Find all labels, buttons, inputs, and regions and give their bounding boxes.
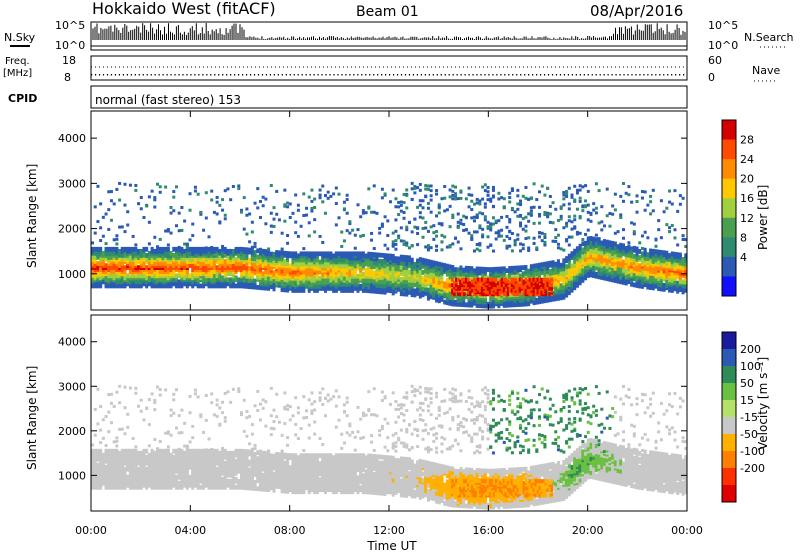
velocity-colorbar-swatch xyxy=(722,400,736,418)
station-title: Hokkaido West (fitACF) xyxy=(92,0,276,18)
power-colorbar-swatch xyxy=(722,217,736,238)
freq-dots xyxy=(91,74,685,76)
cpid-label: CPID xyxy=(8,92,37,105)
power-colorbar-swatch xyxy=(722,198,736,219)
power-ytick-label: 3000 xyxy=(58,177,86,190)
velocity-colorbar-tick: 15 xyxy=(740,394,754,407)
velocity-colorbar-tick: 50 xyxy=(740,377,754,390)
freq-frame xyxy=(90,55,688,81)
power-colorbar-swatch xyxy=(722,139,736,160)
power-ytick-label: 1000 xyxy=(58,268,86,281)
freq-label-1: Freq. xyxy=(5,56,30,67)
power-colorbar-tick: 24 xyxy=(740,153,754,166)
power-colorbar-frame xyxy=(721,119,737,297)
x-tick-label: 16:00 xyxy=(472,524,504,537)
nave-tick-top: 60 xyxy=(708,54,722,67)
velocity-ytick-label: 1000 xyxy=(58,469,86,482)
velocity-scatter xyxy=(91,384,688,510)
x-tick-label: 20:00 xyxy=(572,524,604,537)
x-tick-label: 08:00 xyxy=(274,524,306,537)
power-colorbar-swatch xyxy=(722,237,736,258)
x-tick-label: 12:00 xyxy=(373,524,405,537)
velocity-ylabel: Slant Range [km] xyxy=(25,366,39,470)
noise-lines xyxy=(90,23,688,47)
velocity-axis-ticks: 1000 2000 3000 4000 xyxy=(58,336,687,482)
power-colorbar-tick: 20 xyxy=(740,173,754,186)
beam-label: Beam 01 xyxy=(356,4,419,20)
date-label: 08/Apr/2016 xyxy=(590,2,683,20)
velocity-colorbar-tick: -200 xyxy=(740,462,765,475)
velocity-colorbar-swatch xyxy=(722,468,736,486)
power-colorbar-swatch xyxy=(722,159,736,180)
velocity-colorbar-tick: -50 xyxy=(740,428,758,441)
power-axis-ticks: 1000 2000 3000 4000 xyxy=(58,132,687,281)
power-ytick-label: 2000 xyxy=(58,223,86,236)
power-colorbar-tick: 28 xyxy=(740,134,754,147)
velocity-colorbar-tick: -100 xyxy=(740,445,765,458)
power-colorbar-swatch xyxy=(722,276,736,297)
nave-label: Nave xyxy=(752,64,780,77)
velocity-ytick-label: 3000 xyxy=(58,380,86,393)
freq-tick-bottom: 8 xyxy=(64,71,71,84)
velocity-panel: 1000 2000 3000 4000 Slant Range [km] xyxy=(25,314,688,512)
freq-tick-top: 18 xyxy=(62,54,76,67)
velocity-colorbar-swatch xyxy=(722,434,736,452)
power-colorbar-tick: 12 xyxy=(740,212,754,225)
velocity-colorbar-swatch xyxy=(722,485,736,503)
velocity-colorbar-swatch xyxy=(722,451,736,469)
nsearch-label: N.Search xyxy=(744,31,794,44)
noise-tick-top-right: 10^5 xyxy=(708,19,738,32)
velocity-colorbar-frame xyxy=(721,331,737,503)
velocity-ytick-label: 4000 xyxy=(58,336,86,349)
velocity-colorbar: 200 100 50 15 -15 -50 -100 -200 Velocity [m s⁻¹… xyxy=(721,331,770,503)
velocity-colorbar-swatch xyxy=(722,366,736,384)
freq-label-2: [MHz] xyxy=(3,68,32,79)
x-tick-label: 04:00 xyxy=(174,524,206,537)
power-colorbar-tick: 4 xyxy=(740,251,747,264)
x-tick-label: 00:00 xyxy=(671,524,703,537)
velocity-colorbar-swatch xyxy=(722,383,736,401)
velocity-colorbar-tick: 100 xyxy=(740,360,761,373)
power-colorbar-tick: 16 xyxy=(740,192,754,205)
freq-panel: Freq. [MHz] 18 8 60 0 Nave xyxy=(3,54,780,84)
velocity-colorbar-swatch xyxy=(722,417,736,435)
power-ylabel: Slant Range [km] xyxy=(25,164,39,268)
velocity-colorbar-swatch xyxy=(722,349,736,367)
velocity-colorbar-swatch xyxy=(722,332,736,350)
velocity-ytick-label: 2000 xyxy=(58,425,86,438)
power-colorbar-swatch xyxy=(722,120,736,141)
power-colorbar-label: Power [dB] xyxy=(756,185,770,250)
power-colorbar: 28 24 20 16 12 8 4 Power [dB] xyxy=(721,119,770,297)
x-axis-label: Time UT xyxy=(366,539,417,553)
velocity-colorbar-label: Velocity [m s⁻¹] xyxy=(756,357,770,450)
power-colorbar-tick: 8 xyxy=(740,231,747,244)
noise-tick-bottom-left: 10^0 xyxy=(55,39,85,52)
noise-tick-top-left: 10^5 xyxy=(55,19,85,32)
nsky-label: N.Sky xyxy=(4,31,36,44)
noise-tick-bottom-right: 10^0 xyxy=(708,39,738,52)
cpid-panel: CPID normal (fast stereo) 153 xyxy=(8,85,688,109)
cpid-text: normal (fast stereo) 153 xyxy=(95,93,241,107)
cpid-frame xyxy=(90,85,688,109)
x-tick-label: 00:00 xyxy=(75,524,107,537)
power-colorbar-swatch xyxy=(722,256,736,277)
power-panel: 1000 2000 3000 4000 Slant Range [km] xyxy=(25,110,688,311)
x-axis-ticks: 00:00 04:00 08:00 12:00 16:00 20:00 00:00 xyxy=(75,111,703,537)
nave-tick-bottom: 0 xyxy=(708,71,715,84)
velocity-colorbar-tick: -15 xyxy=(740,411,758,424)
noise-panel: N.Sky 10^5 10^0 10^5 10^0 N.Search xyxy=(4,19,794,52)
power-ytick-label: 4000 xyxy=(58,132,86,145)
power-colorbar-swatch xyxy=(722,178,736,199)
velocity-colorbar-tick: 200 xyxy=(740,343,761,356)
power-scatter xyxy=(91,181,688,309)
